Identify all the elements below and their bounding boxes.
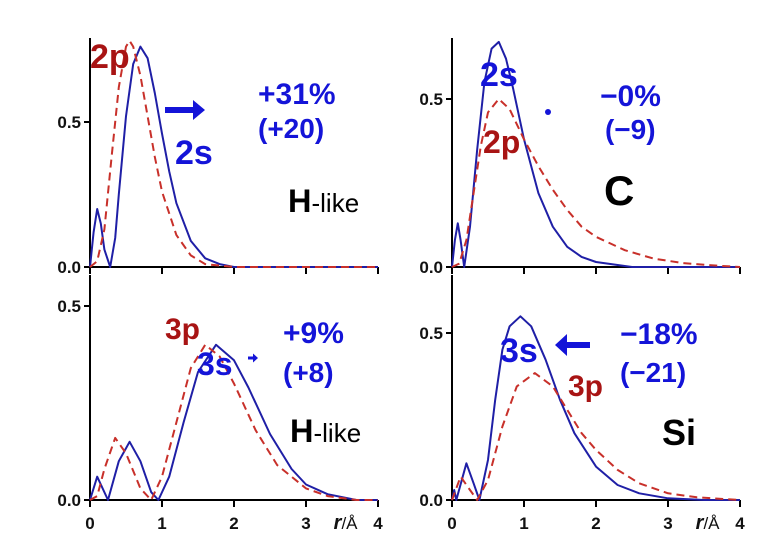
y-tick-label: 0.0 — [57, 258, 81, 277]
dot-icon — [545, 109, 551, 115]
p-orbital-label: 2p — [90, 38, 130, 76]
y-tick-label: 0.5 — [419, 90, 443, 109]
p-orbital-label: 3p — [568, 370, 603, 403]
change-value-label: (−9) — [605, 114, 656, 145]
x-tick-label: 1 — [157, 514, 166, 533]
change-value-label: (+20) — [258, 113, 324, 144]
element-label: Si — [662, 412, 696, 453]
arrow-right-icon — [248, 353, 258, 363]
series-3p-line — [89, 343, 378, 501]
series-3s-line — [89, 343, 378, 501]
x-tick-label: 1 — [519, 514, 528, 533]
p-orbital-label: 3p — [165, 313, 200, 346]
s-orbital-label: 3s — [197, 346, 233, 382]
panel-top-right: 0.0 0.5 2p 2s −0%(−9) C — [419, 38, 741, 277]
y-tick-label: 0.5 — [57, 297, 81, 316]
x-tick-label: 4 — [373, 514, 383, 533]
y-tick-label: 0.0 — [419, 491, 443, 510]
x-tick-label: 0 — [85, 514, 94, 533]
panel-top-left: 0.0 0.5 2p 2s +31%(+20) H-like — [57, 38, 379, 277]
element-label: C — [604, 167, 634, 214]
p-orbital-label: 2p — [483, 124, 520, 160]
panel-bottom-right: 0.0 0.5 0 1 2 3 4 r/Å 3p 3s −18% (−21) Si — [419, 275, 745, 534]
percent-change-label: −18% — [620, 318, 698, 351]
series-3s-line — [451, 315, 740, 501]
series-2p-line — [89, 39, 378, 268]
arrow-left-icon — [555, 334, 590, 356]
percent-change-label: +9% — [283, 317, 344, 350]
element-label: H-like — [290, 413, 361, 449]
series-2s-line — [451, 40, 740, 268]
y-tick-label: 0.5 — [419, 324, 443, 343]
y-tick-label: 0.0 — [419, 258, 443, 277]
x-tick-label: 4 — [735, 514, 745, 533]
percent-change-label: +31% — [258, 78, 336, 111]
percent-change-label: −0% — [600, 80, 661, 113]
x-tick-label: 3 — [663, 514, 672, 533]
x-axis-label: r/Å — [696, 512, 721, 534]
change-value-label: (+8) — [283, 357, 334, 388]
x-tick-label: 2 — [591, 514, 600, 533]
series-2p-line — [451, 98, 741, 268]
change-value-label: (−21) — [620, 357, 686, 388]
arrow-right-icon — [165, 100, 205, 120]
y-tick-label: 0.0 — [57, 491, 81, 510]
x-tick-label: 0 — [447, 514, 456, 533]
x-tick-label: 2 — [229, 514, 238, 533]
s-orbital-label: 2s — [480, 56, 518, 94]
element-label: H-like — [288, 183, 359, 219]
x-axis-label: r/Å — [334, 512, 359, 534]
s-orbital-label: 2s — [175, 134, 213, 172]
y-tick-label: 0.5 — [57, 113, 81, 132]
x-tick-label: 3 — [301, 514, 310, 533]
s-orbital-label: 3s — [500, 332, 538, 370]
